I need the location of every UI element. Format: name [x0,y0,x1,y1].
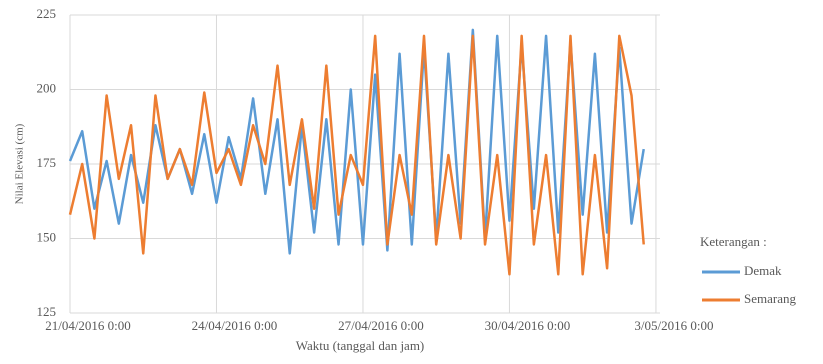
y-tick-label: 125 [37,304,57,319]
line-series [68,28,645,255]
legend-label: Demak [744,263,782,278]
x-tick-label: 3/05/2016 0:00 [634,318,713,333]
y-tick-label: 150 [37,229,57,244]
x-tick-label: 21/04/2016 0:00 [45,318,131,333]
y-axis-label: Nilai Elevasi (cm) [14,123,26,204]
y-tick-label: 175 [37,155,57,170]
legend-label: Semarang [744,291,796,306]
line-series [68,34,645,276]
x-tick-label: 24/04/2016 0:00 [192,318,278,333]
x-tick-label: 27/04/2016 0:00 [338,318,424,333]
legend-title: Keterangan : [700,234,767,249]
x-axis-label: Waktu (tanggal dan jam) [296,338,425,353]
x-tick-label: 30/04/2016 0:00 [485,318,571,333]
y-tick-label: 225 [37,6,57,21]
y-tick-label: 200 [37,80,57,95]
